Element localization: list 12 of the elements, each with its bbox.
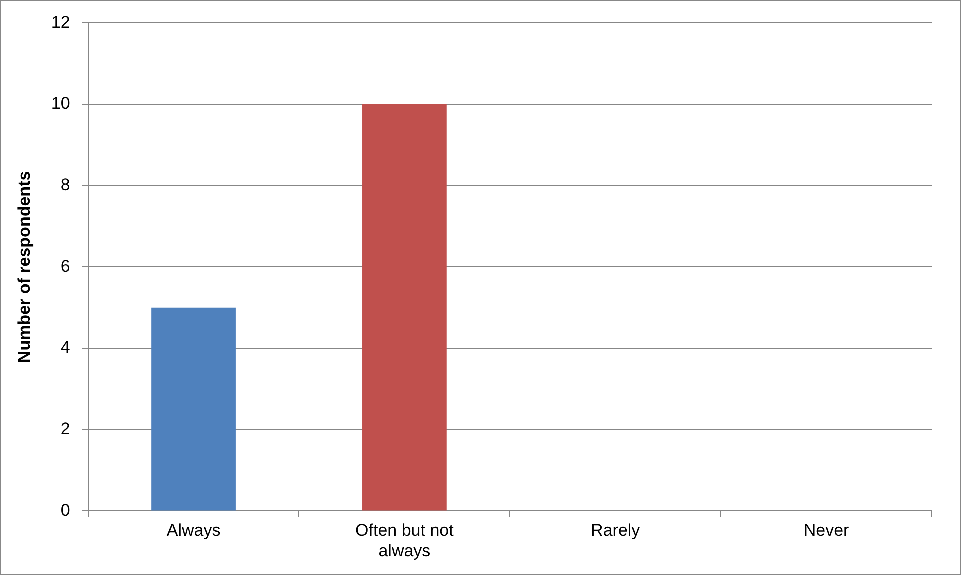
- y-axis-title: Number of respondents: [14, 171, 34, 364]
- y-tick-label: 2: [60, 420, 70, 439]
- y-tick-label: 4: [60, 338, 70, 358]
- x-tick-label: Always: [166, 521, 221, 540]
- y-tick-label: 0: [60, 500, 70, 520]
- y-tick-label: 12: [51, 12, 70, 32]
- y-tick-label: 8: [60, 176, 70, 195]
- y-tick-label: 6: [60, 256, 70, 276]
- x-tick-label: Often but not always: [356, 521, 454, 560]
- x-tick-label: Never: [804, 521, 850, 540]
- x-tick-label: Rarely: [591, 521, 641, 540]
- y-tick-label: 10: [51, 94, 70, 114]
